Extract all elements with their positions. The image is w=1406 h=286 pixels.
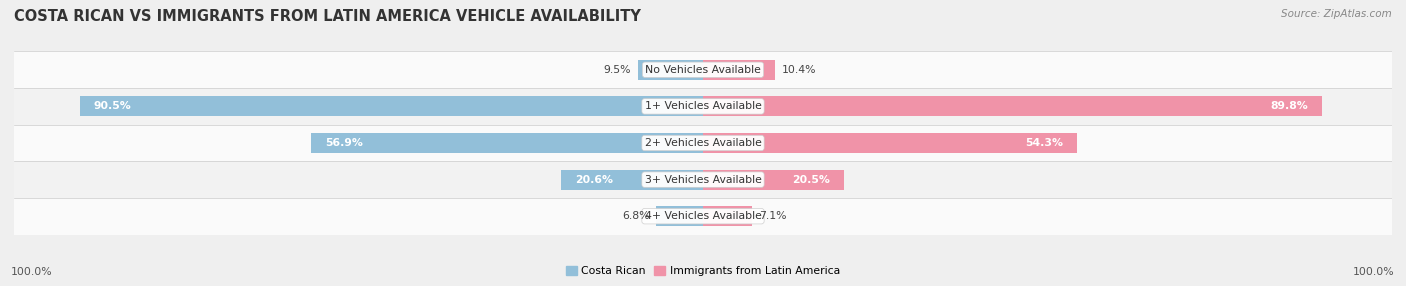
Text: 10.4%: 10.4% [782,65,815,75]
Text: 6.8%: 6.8% [621,211,650,221]
Text: 20.6%: 20.6% [575,175,613,184]
Bar [14,88,1392,125]
Text: 4+ Vehicles Available: 4+ Vehicles Available [644,211,762,221]
Bar [80,96,703,116]
Text: 9.5%: 9.5% [603,65,631,75]
Text: 90.5%: 90.5% [93,102,131,111]
Bar [637,60,703,80]
Bar [14,51,1392,88]
Bar [703,133,1077,153]
Text: 20.5%: 20.5% [793,175,831,184]
Text: 54.3%: 54.3% [1025,138,1063,148]
Text: 7.1%: 7.1% [759,211,786,221]
Bar [703,60,775,80]
Bar [14,198,1392,235]
Bar [14,161,1392,198]
Text: 1+ Vehicles Available: 1+ Vehicles Available [644,102,762,111]
Bar [703,170,844,190]
Bar [703,206,752,226]
Text: 56.9%: 56.9% [325,138,363,148]
Text: 100.0%: 100.0% [1353,267,1395,277]
Text: 100.0%: 100.0% [11,267,53,277]
Text: COSTA RICAN VS IMMIGRANTS FROM LATIN AMERICA VEHICLE AVAILABILITY: COSTA RICAN VS IMMIGRANTS FROM LATIN AME… [14,9,641,23]
Bar [561,170,703,190]
Text: 89.8%: 89.8% [1270,102,1308,111]
Text: 3+ Vehicles Available: 3+ Vehicles Available [644,175,762,184]
Bar [14,125,1392,161]
Bar [311,133,703,153]
Text: No Vehicles Available: No Vehicles Available [645,65,761,75]
Bar [657,206,703,226]
Legend: Costa Rican, Immigrants from Latin America: Costa Rican, Immigrants from Latin Ameri… [562,262,844,281]
Text: Source: ZipAtlas.com: Source: ZipAtlas.com [1281,9,1392,19]
Bar [703,96,1322,116]
Text: 2+ Vehicles Available: 2+ Vehicles Available [644,138,762,148]
